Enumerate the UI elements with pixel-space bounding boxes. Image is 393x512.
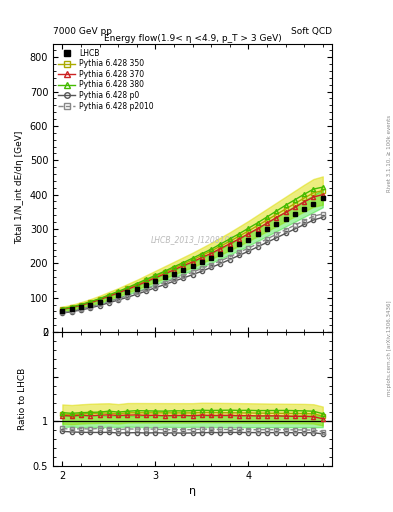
Text: mcplots.cern.ch [arXiv:1306.3436]: mcplots.cern.ch [arXiv:1306.3436]	[387, 301, 391, 396]
Text: 7000 GeV pp: 7000 GeV pp	[53, 27, 112, 36]
Text: Rivet 3.1.10, ≥ 100k events: Rivet 3.1.10, ≥ 100k events	[387, 115, 391, 192]
Y-axis label: Ratio to LHCB: Ratio to LHCB	[18, 368, 27, 430]
X-axis label: η: η	[189, 486, 196, 496]
Y-axis label: Total 1/N_int dE/dη [GeV]: Total 1/N_int dE/dη [GeV]	[15, 131, 24, 244]
Title: Energy flow(1.9< η <4.9, p_T > 3 GeV): Energy flow(1.9< η <4.9, p_T > 3 GeV)	[104, 34, 281, 42]
Text: Soft QCD: Soft QCD	[291, 27, 332, 36]
Text: LHCB_2013_I1208105: LHCB_2013_I1208105	[151, 235, 235, 244]
Legend: LHCB, Pythia 6.428 350, Pythia 6.428 370, Pythia 6.428 380, Pythia 6.428 p0, Pyt: LHCB, Pythia 6.428 350, Pythia 6.428 370…	[57, 47, 155, 112]
